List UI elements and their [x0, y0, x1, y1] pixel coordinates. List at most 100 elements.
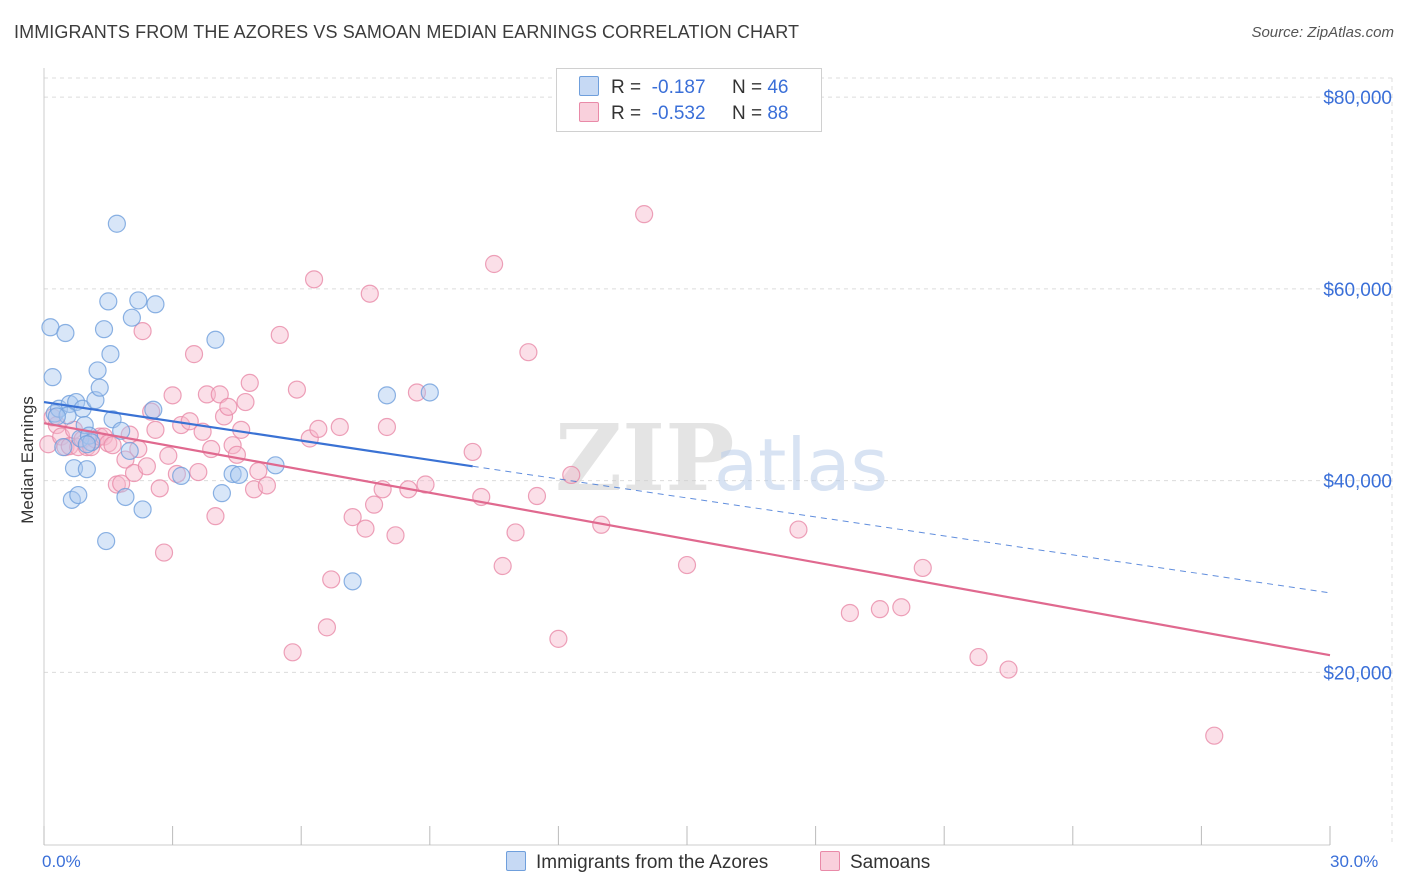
azores-point — [420, 383, 439, 402]
samoan-point — [219, 397, 238, 416]
samoan-point — [330, 417, 349, 437]
azores-point — [129, 291, 148, 310]
azores-point — [107, 214, 126, 233]
azores-point — [122, 308, 141, 327]
samoan-point — [163, 386, 182, 405]
samoan-point — [317, 618, 337, 637]
azores-point — [56, 323, 75, 343]
legend-r-label: R = — [611, 103, 642, 124]
azores-point — [112, 421, 131, 440]
azores-trend-extension — [472, 465, 1331, 594]
azores-point — [206, 330, 225, 349]
samoan-point — [283, 643, 302, 662]
correlation-legend: R = -0.187 N = 46 R = -0.532 N = 88 — [556, 68, 822, 132]
azores-point — [97, 531, 116, 551]
samoan-point — [150, 479, 169, 498]
bottom-legend-azores: Immigrants from the Azores — [506, 851, 768, 874]
azores-point — [223, 464, 242, 484]
samoan-point — [377, 417, 397, 437]
samoan-point — [463, 442, 482, 462]
azores-point — [146, 295, 165, 314]
azores-point — [47, 407, 66, 426]
samoan-point — [270, 325, 289, 345]
samoan-point — [356, 519, 375, 538]
legend-r-label: R = — [611, 77, 642, 98]
samoan-point — [549, 629, 568, 648]
samoan-point — [789, 520, 808, 539]
samoan-point — [322, 570, 341, 589]
azores-point — [377, 386, 397, 405]
samoan-point — [360, 284, 379, 303]
samoan-point — [969, 647, 988, 667]
samoan-point — [236, 392, 255, 412]
bottom-legend-swatch-blue — [506, 851, 526, 871]
samoan-point — [210, 385, 229, 404]
azores-point — [94, 320, 114, 339]
legend-row-azores: R = -0.187 N = 46 — [579, 76, 788, 100]
legend-n-value: 88 — [767, 103, 789, 124]
bottom-legend-label-azores: Immigrants from the Azores — [536, 852, 769, 873]
y-tick-label: $60,000 — [1323, 280, 1392, 301]
samoan-point — [493, 556, 512, 576]
samoan-point — [103, 436, 122, 455]
samoan-point — [364, 495, 384, 514]
samoan-point — [287, 380, 307, 399]
samoan-point — [214, 407, 234, 426]
source-label: Source: ZipAtlas.com — [1251, 24, 1394, 41]
samoan-point — [172, 415, 191, 435]
azores-point — [90, 378, 109, 397]
samoan-point — [240, 373, 259, 392]
samoan-point — [257, 476, 277, 495]
samoan-trend-line — [43, 422, 1331, 657]
azores-point — [212, 484, 231, 503]
samoan-point — [386, 526, 405, 545]
bottom-legend-samoans: Samoans — [820, 851, 930, 874]
samoan-point — [407, 383, 427, 402]
azores-point — [64, 459, 84, 478]
azores-point — [116, 487, 135, 507]
samoan-point — [112, 474, 131, 493]
samoan-point — [133, 322, 152, 341]
samoan-point — [677, 555, 697, 575]
azores-point — [120, 441, 139, 461]
legend-r-value: -0.187 — [651, 77, 706, 98]
samoan-point — [913, 558, 932, 578]
azores-point — [172, 466, 191, 485]
samoan-point — [527, 486, 547, 506]
x-tick-label-min: 0.0% — [42, 852, 81, 871]
chart-title: IMMIGRANTS FROM THE AZORES VS SAMOAN MED… — [14, 22, 800, 42]
azores-point — [144, 400, 163, 419]
azores-point — [99, 292, 118, 311]
samoan-point — [197, 385, 216, 404]
samoan-point — [154, 543, 174, 562]
legend-n-label: N = — [731, 77, 763, 98]
legend-n-label: N = — [731, 103, 763, 124]
samoan-point — [116, 450, 135, 469]
samoan-point — [870, 600, 890, 619]
azores-point — [88, 361, 107, 380]
legend-row-samoans: R = -0.532 N = 88 — [579, 102, 788, 126]
legend-r-value: -0.532 — [651, 103, 706, 124]
samoan-point — [146, 420, 165, 439]
samoan-point — [227, 445, 246, 464]
samoan-point — [184, 345, 204, 364]
azores-point — [43, 368, 62, 387]
azores-point — [77, 460, 96, 479]
samoan-point — [223, 436, 242, 455]
samoan-point — [999, 660, 1018, 679]
bottom-legend-label-samoans: Samoans — [850, 852, 931, 873]
samoan-point — [519, 343, 538, 362]
legend-n-value: 46 — [767, 77, 789, 98]
samoan-point — [506, 523, 525, 542]
samoan-point — [485, 254, 504, 274]
bottom-legend-swatch-pink — [820, 851, 840, 871]
samoan-point — [635, 205, 654, 224]
azores-trend-line — [43, 400, 473, 468]
samoan-point — [343, 508, 362, 527]
y-tick-labels: $20,000 $40,000 $60,000 $80,000 — [1323, 88, 1392, 684]
samoan-point — [189, 462, 208, 482]
samoan-point — [159, 446, 178, 465]
samoan-point — [892, 598, 911, 617]
samoan-point — [137, 457, 156, 476]
